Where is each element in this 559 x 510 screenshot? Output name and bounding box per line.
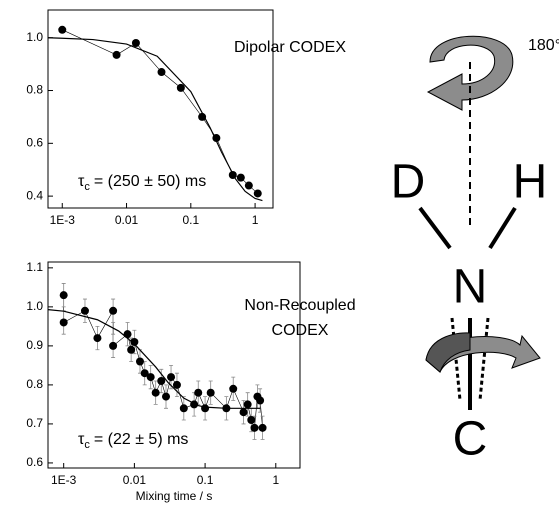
data-point: [256, 396, 265, 405]
data-point: [244, 181, 253, 190]
annotation-text: = (22 ± 5) ms: [94, 431, 189, 448]
data-point: [127, 345, 136, 354]
data-point: [206, 388, 215, 397]
x-tick-label: 1: [252, 213, 259, 227]
chart: 0.4 0.6 0.8 1.0 1E-3 0.01 0.1 1 Dipolar CODEX τc =…: [26, 9, 346, 227]
data-point: [59, 291, 68, 300]
libration-arrow-shade: [425, 332, 471, 373]
data-point: [247, 416, 256, 425]
angle-label: 180°: [528, 37, 559, 54]
y-tick-label: 0.7: [26, 416, 43, 430]
annotation-symbol: τ: [78, 173, 85, 190]
x-tick-label: 1: [272, 473, 279, 487]
atom-label: C: [453, 413, 488, 466]
chart-title: CODEX: [272, 322, 329, 339]
y-tick-label: 0.9: [26, 338, 43, 352]
data-point: [258, 423, 267, 432]
data-point: [243, 400, 252, 409]
x-tick-label: 0.01: [115, 213, 139, 227]
y-tick-label: 0.8: [26, 377, 43, 391]
annotation: τc = (250 ± 50) ms: [78, 173, 206, 193]
x-tick-label: 0.1: [182, 213, 199, 227]
chart-title: Non-Recoupled: [244, 297, 355, 314]
annotation-subscript: c: [84, 439, 90, 451]
data-point: [130, 337, 139, 346]
data-point: [59, 318, 68, 327]
x-tick-label: 1E-3: [51, 473, 77, 487]
annotation-subscript: c: [84, 181, 90, 193]
chart: 0.6 0.7 0.8 0.9 1.0 1.1 1E-3 0.01 0.1 1 Mixing tim…: [26, 260, 355, 503]
bond: [418, 206, 452, 250]
atom-label: D: [391, 156, 426, 209]
rotation-arrow: [426, 35, 514, 111]
atom-label: N: [453, 261, 488, 314]
data-point: [157, 68, 166, 77]
x-axis-label: Mixing time / s: [136, 489, 213, 503]
x-tick-label: 1E-3: [50, 213, 76, 227]
data-point: [140, 369, 149, 378]
data-point: [176, 83, 185, 92]
data-point: [131, 39, 140, 47]
y-tick-label: 1.0: [26, 299, 43, 313]
rotation-diagram: 180° D H N C: [391, 35, 559, 466]
data-point: [239, 408, 248, 417]
data-point: [151, 388, 160, 397]
y-tick-label: 1.0: [26, 30, 43, 44]
x-tick-label: 0.1: [197, 473, 214, 487]
data-point: [157, 376, 166, 385]
data-point: [93, 334, 102, 343]
data-point: [229, 384, 238, 393]
bond: [488, 206, 517, 250]
data-point: [172, 380, 181, 389]
annotation: τc = (22 ± 5) ms: [78, 431, 188, 451]
data-point: [135, 357, 144, 366]
data-point: [250, 423, 259, 432]
bond-dotted: [478, 317, 490, 401]
y-tick-label: 0.6: [26, 455, 43, 469]
annotation-text: = (250 ± 50) ms: [94, 173, 206, 190]
annotation-symbol: τ: [78, 431, 85, 448]
data-point: [123, 330, 132, 339]
series-line: [62, 29, 258, 194]
data-point: [109, 306, 118, 315]
data-point: [194, 388, 203, 397]
data-point: [167, 373, 176, 382]
data-point: [80, 306, 89, 315]
data-point: [236, 173, 245, 182]
data-point: [253, 189, 262, 198]
data-point: [198, 112, 207, 121]
atom-label: H: [513, 156, 548, 209]
plot-frame: [47, 261, 301, 469]
data-point: [179, 404, 188, 413]
plot-frame: [47, 9, 274, 209]
y-tick-label: 1.1: [26, 260, 43, 274]
series-line: [47, 37, 263, 202]
data-point: [146, 373, 155, 382]
y-tick-label: 0.6: [26, 135, 43, 149]
y-tick-label: 0.4: [26, 188, 43, 202]
data-point: [58, 25, 67, 34]
y-tick-label: 0.8: [26, 83, 43, 97]
data-point: [109, 341, 118, 350]
data-point: [162, 392, 171, 401]
data-point: [201, 404, 210, 413]
data-point: [112, 50, 121, 59]
series-line: [47, 309, 261, 409]
chart-title: Dipolar CODEX: [234, 39, 346, 56]
x-tick-label: 0.01: [123, 473, 147, 487]
